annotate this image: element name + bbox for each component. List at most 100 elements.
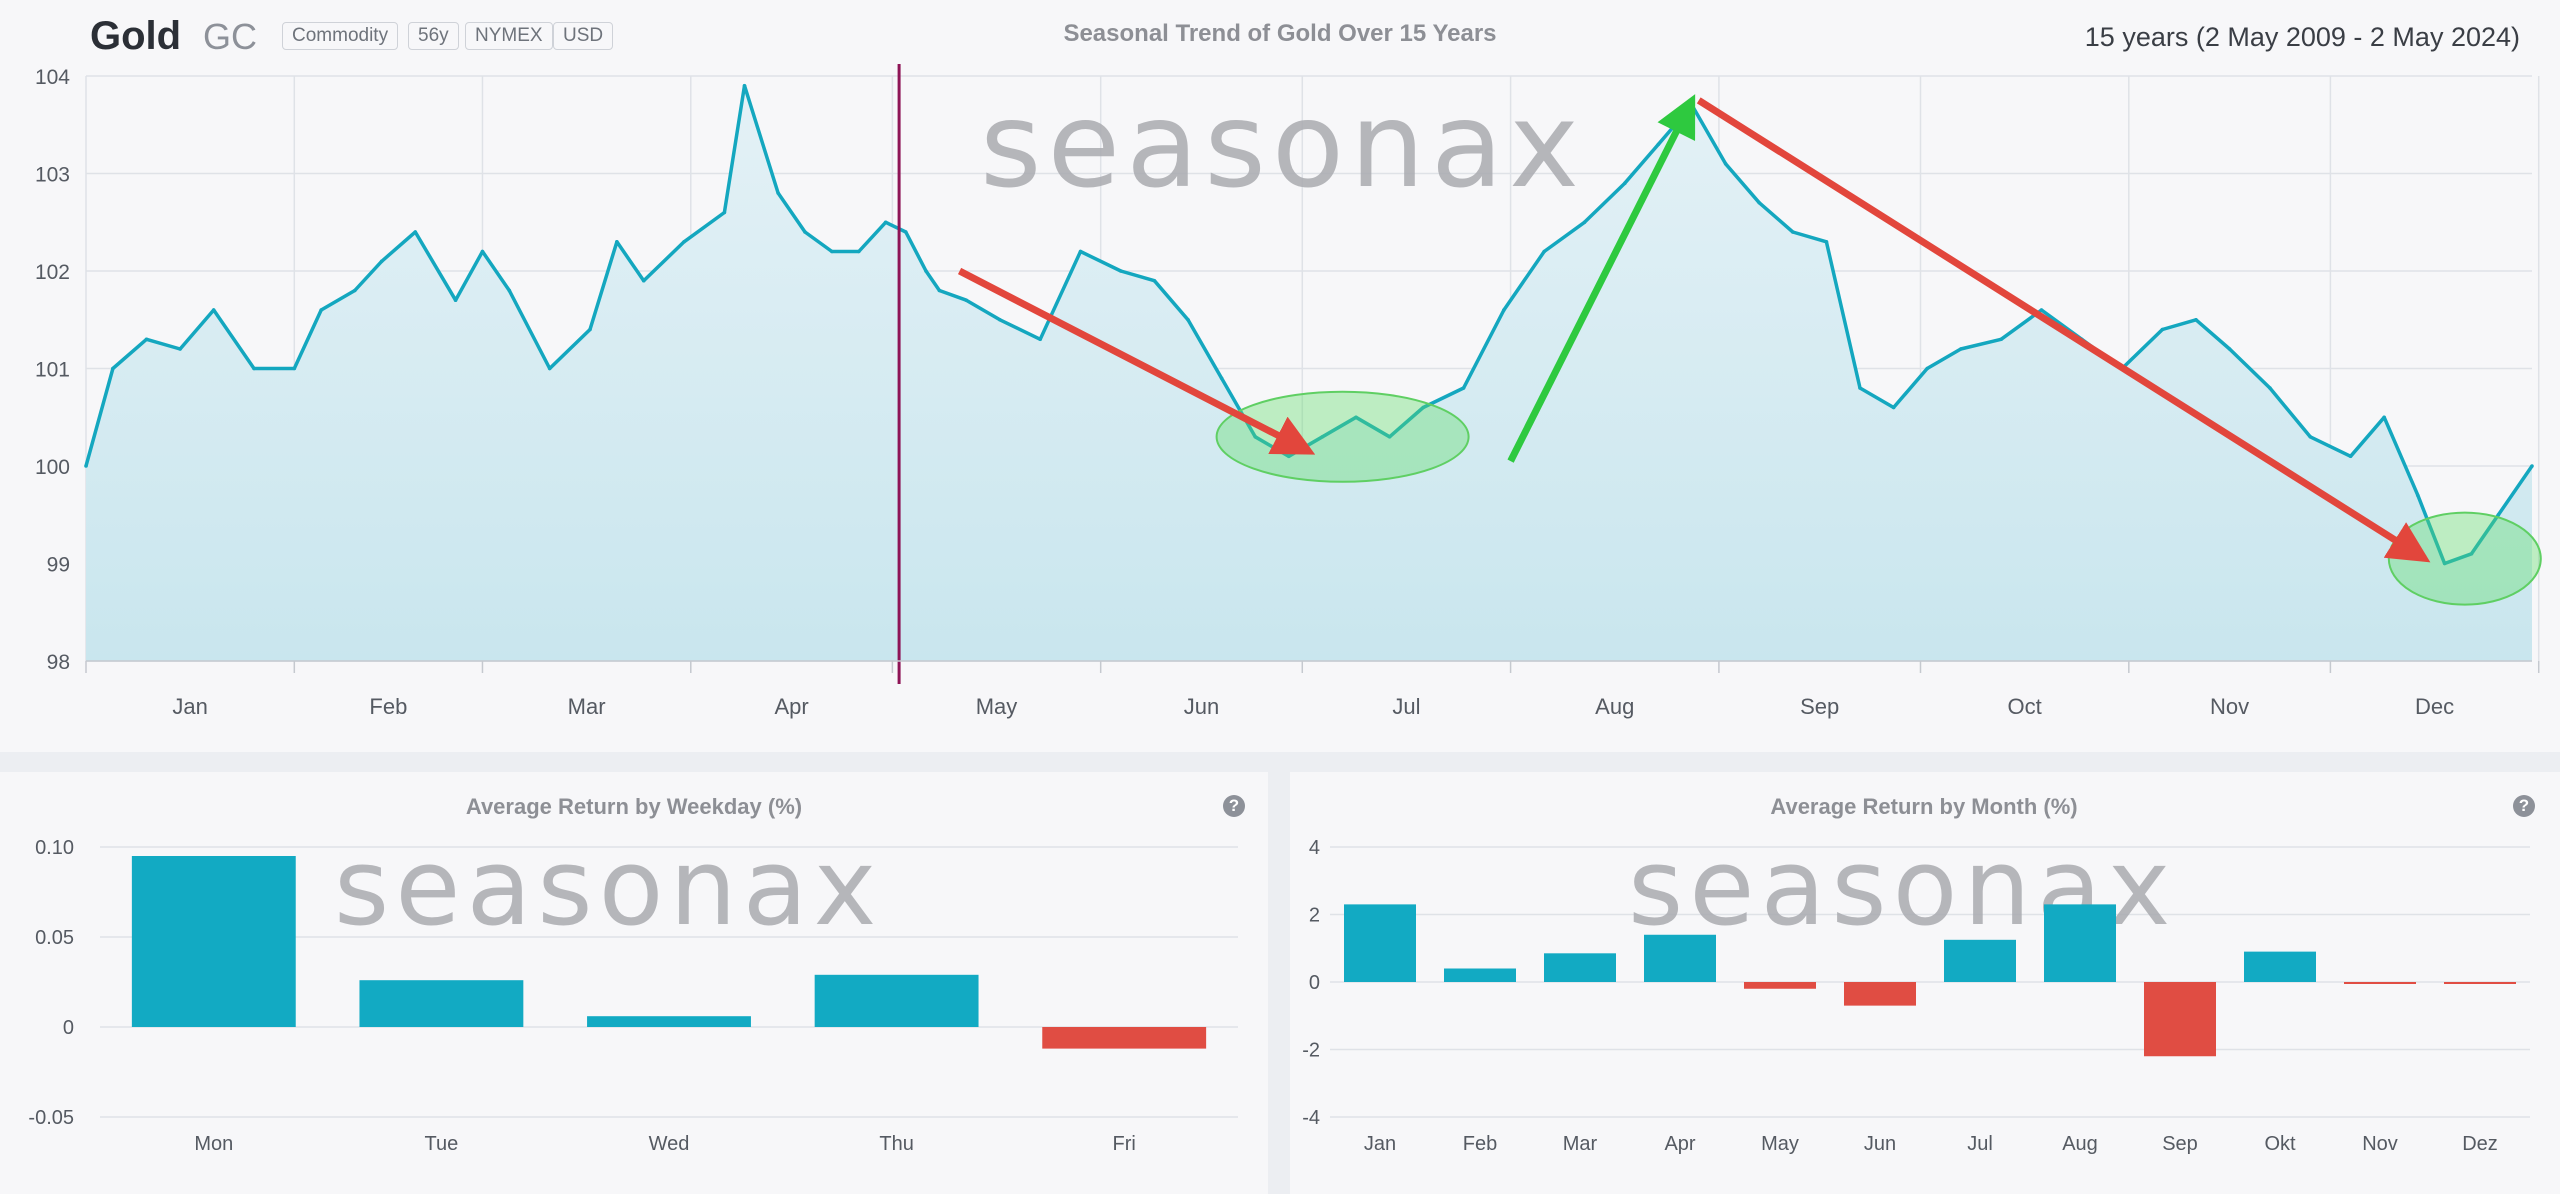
bar-feb bbox=[1444, 968, 1516, 982]
y-tick-label: 0.10 bbox=[35, 837, 74, 859]
series-point bbox=[924, 269, 928, 273]
series-point bbox=[1253, 434, 1258, 439]
instrument-ticker: GC bbox=[203, 16, 257, 57]
series-point bbox=[803, 230, 807, 234]
series-point bbox=[1152, 278, 1157, 283]
question-circle-icon[interactable]: ? bbox=[1223, 795, 1245, 817]
x-tick-label: Jan bbox=[1364, 1133, 1396, 1155]
series-point bbox=[2160, 327, 2165, 332]
series-point bbox=[1656, 142, 1661, 147]
y-tick-label: 99 bbox=[47, 554, 70, 577]
y-tick-label: 98 bbox=[47, 651, 70, 674]
bar-fri bbox=[1042, 1027, 1207, 1049]
x-tick-label: Jan bbox=[172, 694, 207, 719]
x-tick-label: Wed bbox=[649, 1133, 690, 1155]
series-point bbox=[856, 249, 861, 254]
y-tick-label: 100 bbox=[35, 456, 70, 479]
series-point bbox=[2469, 551, 2474, 556]
x-tick-label: Jul bbox=[1392, 694, 1420, 719]
series-point bbox=[830, 249, 834, 254]
y-tick-label: -2 bbox=[1302, 1040, 1320, 1062]
y-tick-label: 4 bbox=[1309, 837, 1320, 859]
series-point bbox=[1186, 317, 1190, 322]
series-point bbox=[1387, 434, 1392, 439]
series-point bbox=[352, 288, 357, 293]
x-tick-label: Dec bbox=[2415, 694, 2454, 719]
date-range[interactable]: 15 years (2 May 2009 - 2 May 2024) bbox=[2084, 22, 2520, 52]
series-point bbox=[252, 366, 256, 371]
series-point bbox=[883, 220, 888, 225]
x-tick-label: Aug bbox=[1595, 694, 1634, 719]
series-point bbox=[998, 317, 1002, 322]
x-tick-label: Mar bbox=[1563, 1133, 1598, 1155]
month-chart-panel: Average Return by Month (%) -4 -2 0 2 4 season… bbox=[1290, 772, 2560, 1194]
bar-may bbox=[1744, 982, 1816, 989]
x-tick-label: Jun bbox=[1184, 694, 1219, 719]
x-tick-label: Sep bbox=[2162, 1133, 2198, 1155]
x-tick-label: Jun bbox=[1864, 1133, 1896, 1155]
series-point bbox=[2530, 464, 2534, 468]
bar-jul bbox=[1944, 939, 2016, 982]
y-tick-label: -0.05 bbox=[28, 1107, 74, 1129]
watermark: seasonax bbox=[334, 826, 882, 949]
series-point bbox=[1320, 434, 1325, 439]
series-point bbox=[776, 191, 780, 195]
y-tick-label: 103 bbox=[35, 164, 70, 187]
series-point bbox=[1542, 249, 1546, 254]
series-point bbox=[2442, 561, 2447, 566]
series-point bbox=[742, 83, 747, 88]
x-tick-label: Oct bbox=[2008, 694, 2042, 719]
series-point bbox=[1502, 308, 1506, 312]
tag-history[interactable]: 56y bbox=[408, 22, 459, 50]
question-circle-icon[interactable]: ? bbox=[2513, 795, 2535, 817]
series-point bbox=[292, 366, 297, 371]
series-point bbox=[1891, 405, 1896, 410]
x-tick-label: Nov bbox=[2362, 1133, 2398, 1155]
x-tick-label: Apr bbox=[1664, 1133, 1695, 1155]
red-trend-arrow bbox=[1696, 97, 2431, 563]
tag-currency[interactable]: USD bbox=[553, 22, 614, 50]
series-point bbox=[682, 239, 686, 244]
series-point bbox=[1791, 230, 1795, 234]
bar-sep bbox=[2144, 982, 2216, 1057]
weekday-bar-chart: Average Return by Weekday (%) -0.05 0 0.05 0… bbox=[28, 794, 1238, 1155]
series-point bbox=[111, 366, 115, 371]
series-point bbox=[1824, 239, 1829, 244]
series-point bbox=[547, 366, 552, 371]
series-point bbox=[2496, 512, 2501, 517]
series-point bbox=[1119, 269, 1123, 273]
instrument-name: Gold bbox=[90, 14, 182, 58]
series-point bbox=[1287, 454, 1291, 459]
series-point bbox=[2227, 347, 2232, 351]
seasonal-chart-panel: Gold GC Commodity 56y NYMEX USD Seasonal… bbox=[0, 0, 2560, 752]
weekday-chart-panel: Average Return by Weekday (%) -0.05 0 0.05 0… bbox=[0, 772, 1268, 1194]
series-point bbox=[1219, 376, 1224, 381]
series-point bbox=[2268, 386, 2272, 390]
series-point bbox=[480, 249, 485, 254]
bar-thu bbox=[814, 974, 979, 1027]
x-tick-label: Dez bbox=[2462, 1133, 2498, 1155]
y-tick-label: 101 bbox=[35, 359, 70, 382]
month-bar-chart: Average Return by Month (%)-4-2024 season… bbox=[1302, 794, 2530, 1155]
tag-exchange[interactable]: NYMEX bbox=[465, 22, 553, 50]
tag-commodity[interactable]: Commodity bbox=[282, 22, 399, 50]
green-trend-arrow bbox=[1507, 94, 1696, 463]
series-point bbox=[1925, 366, 1930, 371]
red-trend-arrow bbox=[957, 267, 1316, 455]
x-tick-label: Aug bbox=[2062, 1133, 2098, 1155]
series-point bbox=[964, 298, 969, 303]
series-point bbox=[588, 327, 592, 332]
series-point bbox=[84, 464, 88, 468]
series-point bbox=[2039, 308, 2044, 312]
series-point bbox=[937, 288, 942, 293]
bar-aug bbox=[2044, 904, 2116, 982]
y-tick-label: -4 bbox=[1302, 1107, 1320, 1129]
y-tick-label: 0 bbox=[1309, 972, 1320, 994]
chart-title: Average Return by Month (%) bbox=[1770, 794, 2077, 819]
x-tick-label: Nov bbox=[2210, 694, 2249, 719]
bar-jan bbox=[1344, 904, 1416, 982]
seasonal-line-chart[interactable]: 98 99 100 101 102 103 104 Jan Feb Mar Apr May Jun Jul… bbox=[0, 0, 2560, 752]
x-tick-label: Mar bbox=[568, 694, 606, 719]
series-point bbox=[1461, 386, 1466, 390]
series-point bbox=[144, 337, 149, 342]
